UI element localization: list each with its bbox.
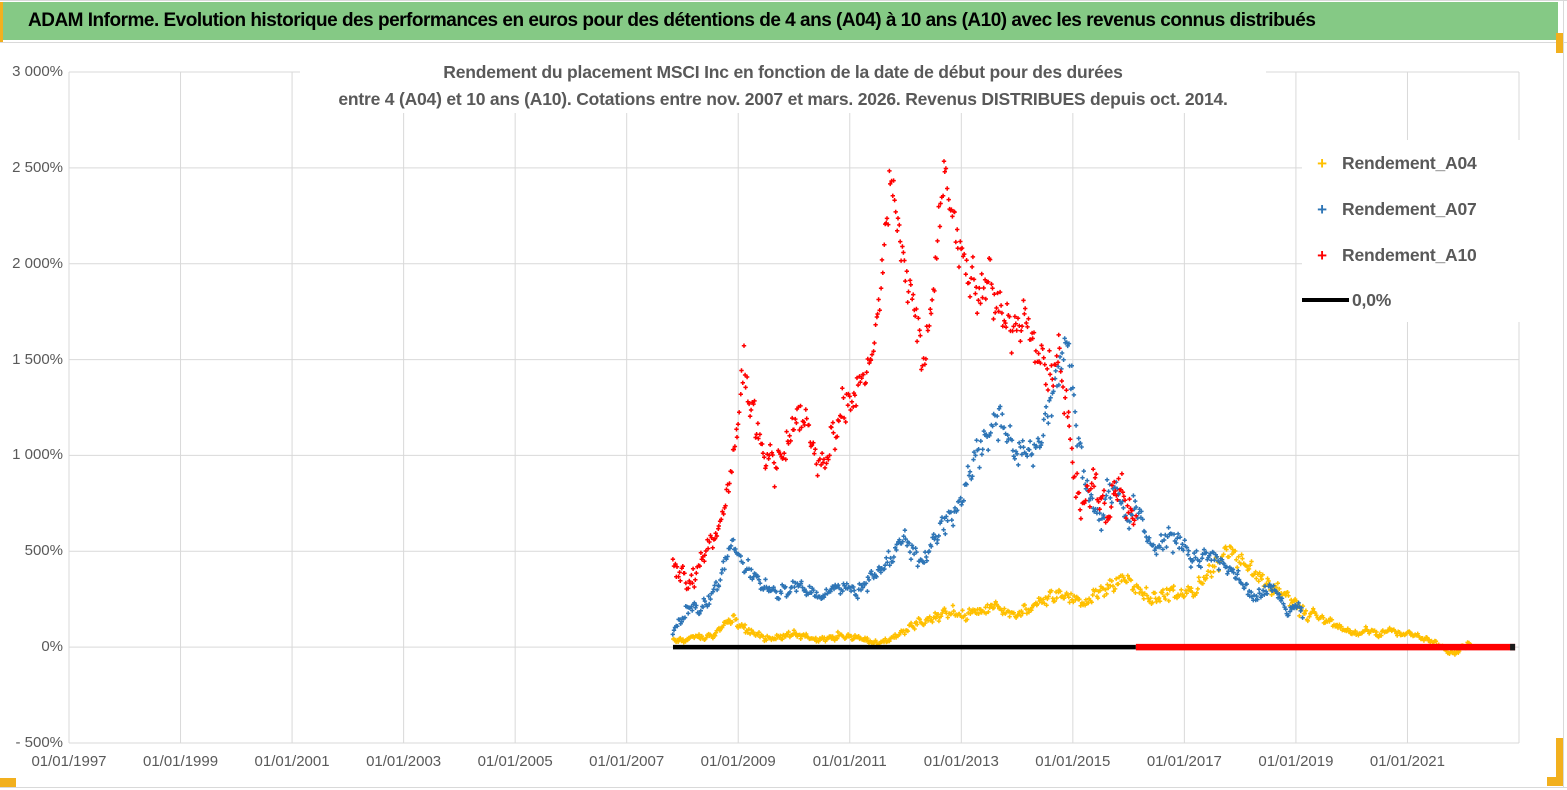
x-tick-label: 01/01/2019 <box>1258 753 1334 770</box>
selection-accent-left <box>0 2 3 42</box>
y-tick-label: 3 000% <box>12 63 63 80</box>
legend-item-zero-line[interactable]: 0,0% <box>1302 278 1532 322</box>
y-tick-label: 2 500% <box>12 158 63 176</box>
x-tick-label: 01/01/2017 <box>1146 753 1222 770</box>
chart-title-line1: Rendement du placement MSCI Inc en fonct… <box>443 62 1123 82</box>
y-tick-label: - 500% <box>15 734 63 751</box>
x-tick-label: 01/01/2007 <box>589 753 665 770</box>
legend-label: Rendement_A04 <box>1342 152 1477 173</box>
selection-accent-right <box>1556 738 1563 786</box>
x-tick-label: 01/01/1997 <box>31 753 107 770</box>
legend: + Rendement_A04 + Rendement_A07 + Rendem… <box>1302 140 1532 322</box>
plus-marker-icon: + <box>1317 245 1327 265</box>
selection-accent-bottom-right <box>1547 777 1563 786</box>
row-divider-top <box>0 0 1567 1</box>
header-title: ADAM Informe. Evolution historique des p… <box>28 10 1316 31</box>
series-Rendement_A07[interactable] <box>670 336 1305 637</box>
plus-marker-icon: + <box>1317 199 1327 219</box>
series-Rendement_A04[interactable] <box>671 544 1476 657</box>
x-tick-label: 01/01/2003 <box>366 753 442 770</box>
row-divider-under-banner <box>0 42 1567 43</box>
y-tick-label: 0% <box>41 638 63 656</box>
x-tick-label: 01/01/2015 <box>1035 753 1111 770</box>
row-divider-bottom <box>0 787 1567 788</box>
legend-label: Rendement_A10 <box>1342 244 1477 265</box>
legend-label: 0,0% <box>1352 289 1392 310</box>
y-tick-label: 1 000% <box>12 446 63 464</box>
chart-title: Rendement du placement MSCI Inc en fonct… <box>300 59 1266 113</box>
zero-line-swatch-icon <box>1302 298 1349 302</box>
column-divider-right <box>1563 0 1564 788</box>
y-tick-label: 1 500% <box>12 350 63 368</box>
legend-item-rendement-a04[interactable]: + Rendement_A04 <box>1302 140 1532 186</box>
legend-label: Rendement_A07 <box>1342 198 1477 219</box>
chart-title-line2: entre 4 (A04) et 10 ans (A10). Cotations… <box>338 89 1228 109</box>
plus-marker-icon: + <box>1317 153 1327 173</box>
x-tick-label: 01/01/2009 <box>700 753 776 770</box>
x-tick-label: 01/01/2001 <box>254 753 330 770</box>
y-tick-label: 2 000% <box>12 254 63 272</box>
selection-accent-top-right <box>1556 33 1563 53</box>
x-tick-label: 01/01/2011 <box>812 753 887 770</box>
x-tick-label: 01/01/2021 <box>1369 753 1445 770</box>
legend-item-rendement-a07[interactable]: + Rendement_A07 <box>1302 186 1532 232</box>
x-tick-label: 01/01/2013 <box>923 753 999 770</box>
selection-accent-bottom-left <box>0 778 16 787</box>
legend-item-rendement-a10[interactable]: + Rendement_A10 <box>1302 232 1532 278</box>
y-tick-label: 500% <box>24 542 63 560</box>
x-tick-label: 01/01/2005 <box>477 753 553 770</box>
series-Rendement_A10[interactable] <box>670 159 1139 592</box>
header-banner: ADAM Informe. Evolution historique des p… <box>2 2 1558 40</box>
x-tick-label: 01/01/1999 <box>142 753 219 770</box>
